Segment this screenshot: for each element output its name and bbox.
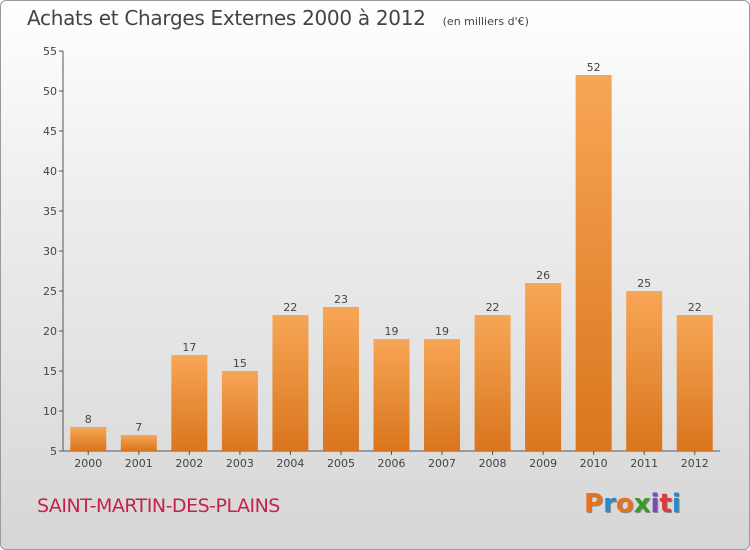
bar: [322, 307, 359, 451]
bar: [120, 435, 157, 451]
logo-letter: x: [633, 489, 651, 519]
logo-letter: o: [615, 489, 634, 519]
logo-letter: P: [584, 489, 604, 519]
data-label: 26: [536, 269, 550, 282]
data-label: 15: [233, 357, 247, 370]
logo-letter: t: [659, 489, 672, 519]
logo-letter: i: [671, 489, 681, 519]
data-label: 23: [334, 293, 348, 306]
y-tick-label: 55: [43, 45, 57, 58]
title-row: Achats et Charges Externes 2000 à 2012 (…: [27, 6, 529, 30]
data-label: 22: [283, 301, 297, 314]
town-name: SAINT-MARTIN-DES-PLAINS: [37, 495, 280, 517]
x-tick-label: 2005: [327, 457, 355, 470]
y-tick-label: 10: [43, 405, 57, 418]
y-tick-label: 30: [43, 245, 57, 258]
proxiti-logo[interactable]: Proxiti: [584, 489, 681, 519]
data-label: 22: [688, 301, 702, 314]
y-tick-label: 20: [43, 325, 57, 338]
x-tick-label: 2004: [276, 457, 304, 470]
data-label: 52: [587, 61, 601, 74]
x-tick-label: 2002: [175, 457, 203, 470]
x-tick-label: 2010: [580, 457, 608, 470]
bar: [474, 315, 511, 451]
bar: [676, 315, 713, 451]
x-tick-label: 2009: [529, 457, 557, 470]
bar: [424, 339, 461, 451]
x-tick-label: 2011: [630, 457, 658, 470]
x-tick-label: 2003: [226, 457, 254, 470]
y-tick-label: 40: [43, 165, 57, 178]
y-tick-label: 5: [50, 445, 57, 458]
bar: [373, 339, 410, 451]
chart-subtitle: (en milliers d'€): [442, 15, 529, 28]
bar: [221, 371, 258, 451]
data-label: 19: [435, 325, 449, 338]
logo-letter: i: [650, 489, 660, 519]
x-tick-label: 2001: [125, 457, 153, 470]
axes: 5 10 15 20 25 30 35 40 45 50 55 2000 2001 2002 2003 200…: [43, 45, 720, 470]
x-tick-label: 2006: [378, 457, 406, 470]
bars: [70, 75, 713, 451]
data-label: 8: [85, 413, 92, 426]
data-label: 17: [182, 341, 196, 354]
bar: [525, 283, 562, 451]
y-tick-label: 35: [43, 205, 57, 218]
y-tick-label: 25: [43, 285, 57, 298]
bar: [70, 427, 107, 451]
y-tick-label: 15: [43, 365, 57, 378]
bar: [171, 355, 208, 451]
x-tick-label: 2008: [479, 457, 507, 470]
data-label: 19: [385, 325, 399, 338]
data-label: 7: [135, 421, 142, 434]
y-tick-label: 50: [43, 85, 57, 98]
x-tick-label: 2000: [74, 457, 102, 470]
data-label: 25: [637, 277, 651, 290]
chart-title: Achats et Charges Externes 2000 à 2012: [27, 6, 426, 30]
x-tick-label: 2007: [428, 457, 456, 470]
bar: [626, 291, 663, 451]
logo-letter: r: [603, 489, 616, 519]
bar: [575, 75, 612, 451]
data-labels: 8 7 17 15 22 23 19 19 22 26 52 25 22: [85, 61, 702, 434]
y-tick-label: 45: [43, 125, 57, 138]
data-label: 22: [486, 301, 500, 314]
x-tick-label: 2012: [681, 457, 709, 470]
bar: [272, 315, 309, 451]
